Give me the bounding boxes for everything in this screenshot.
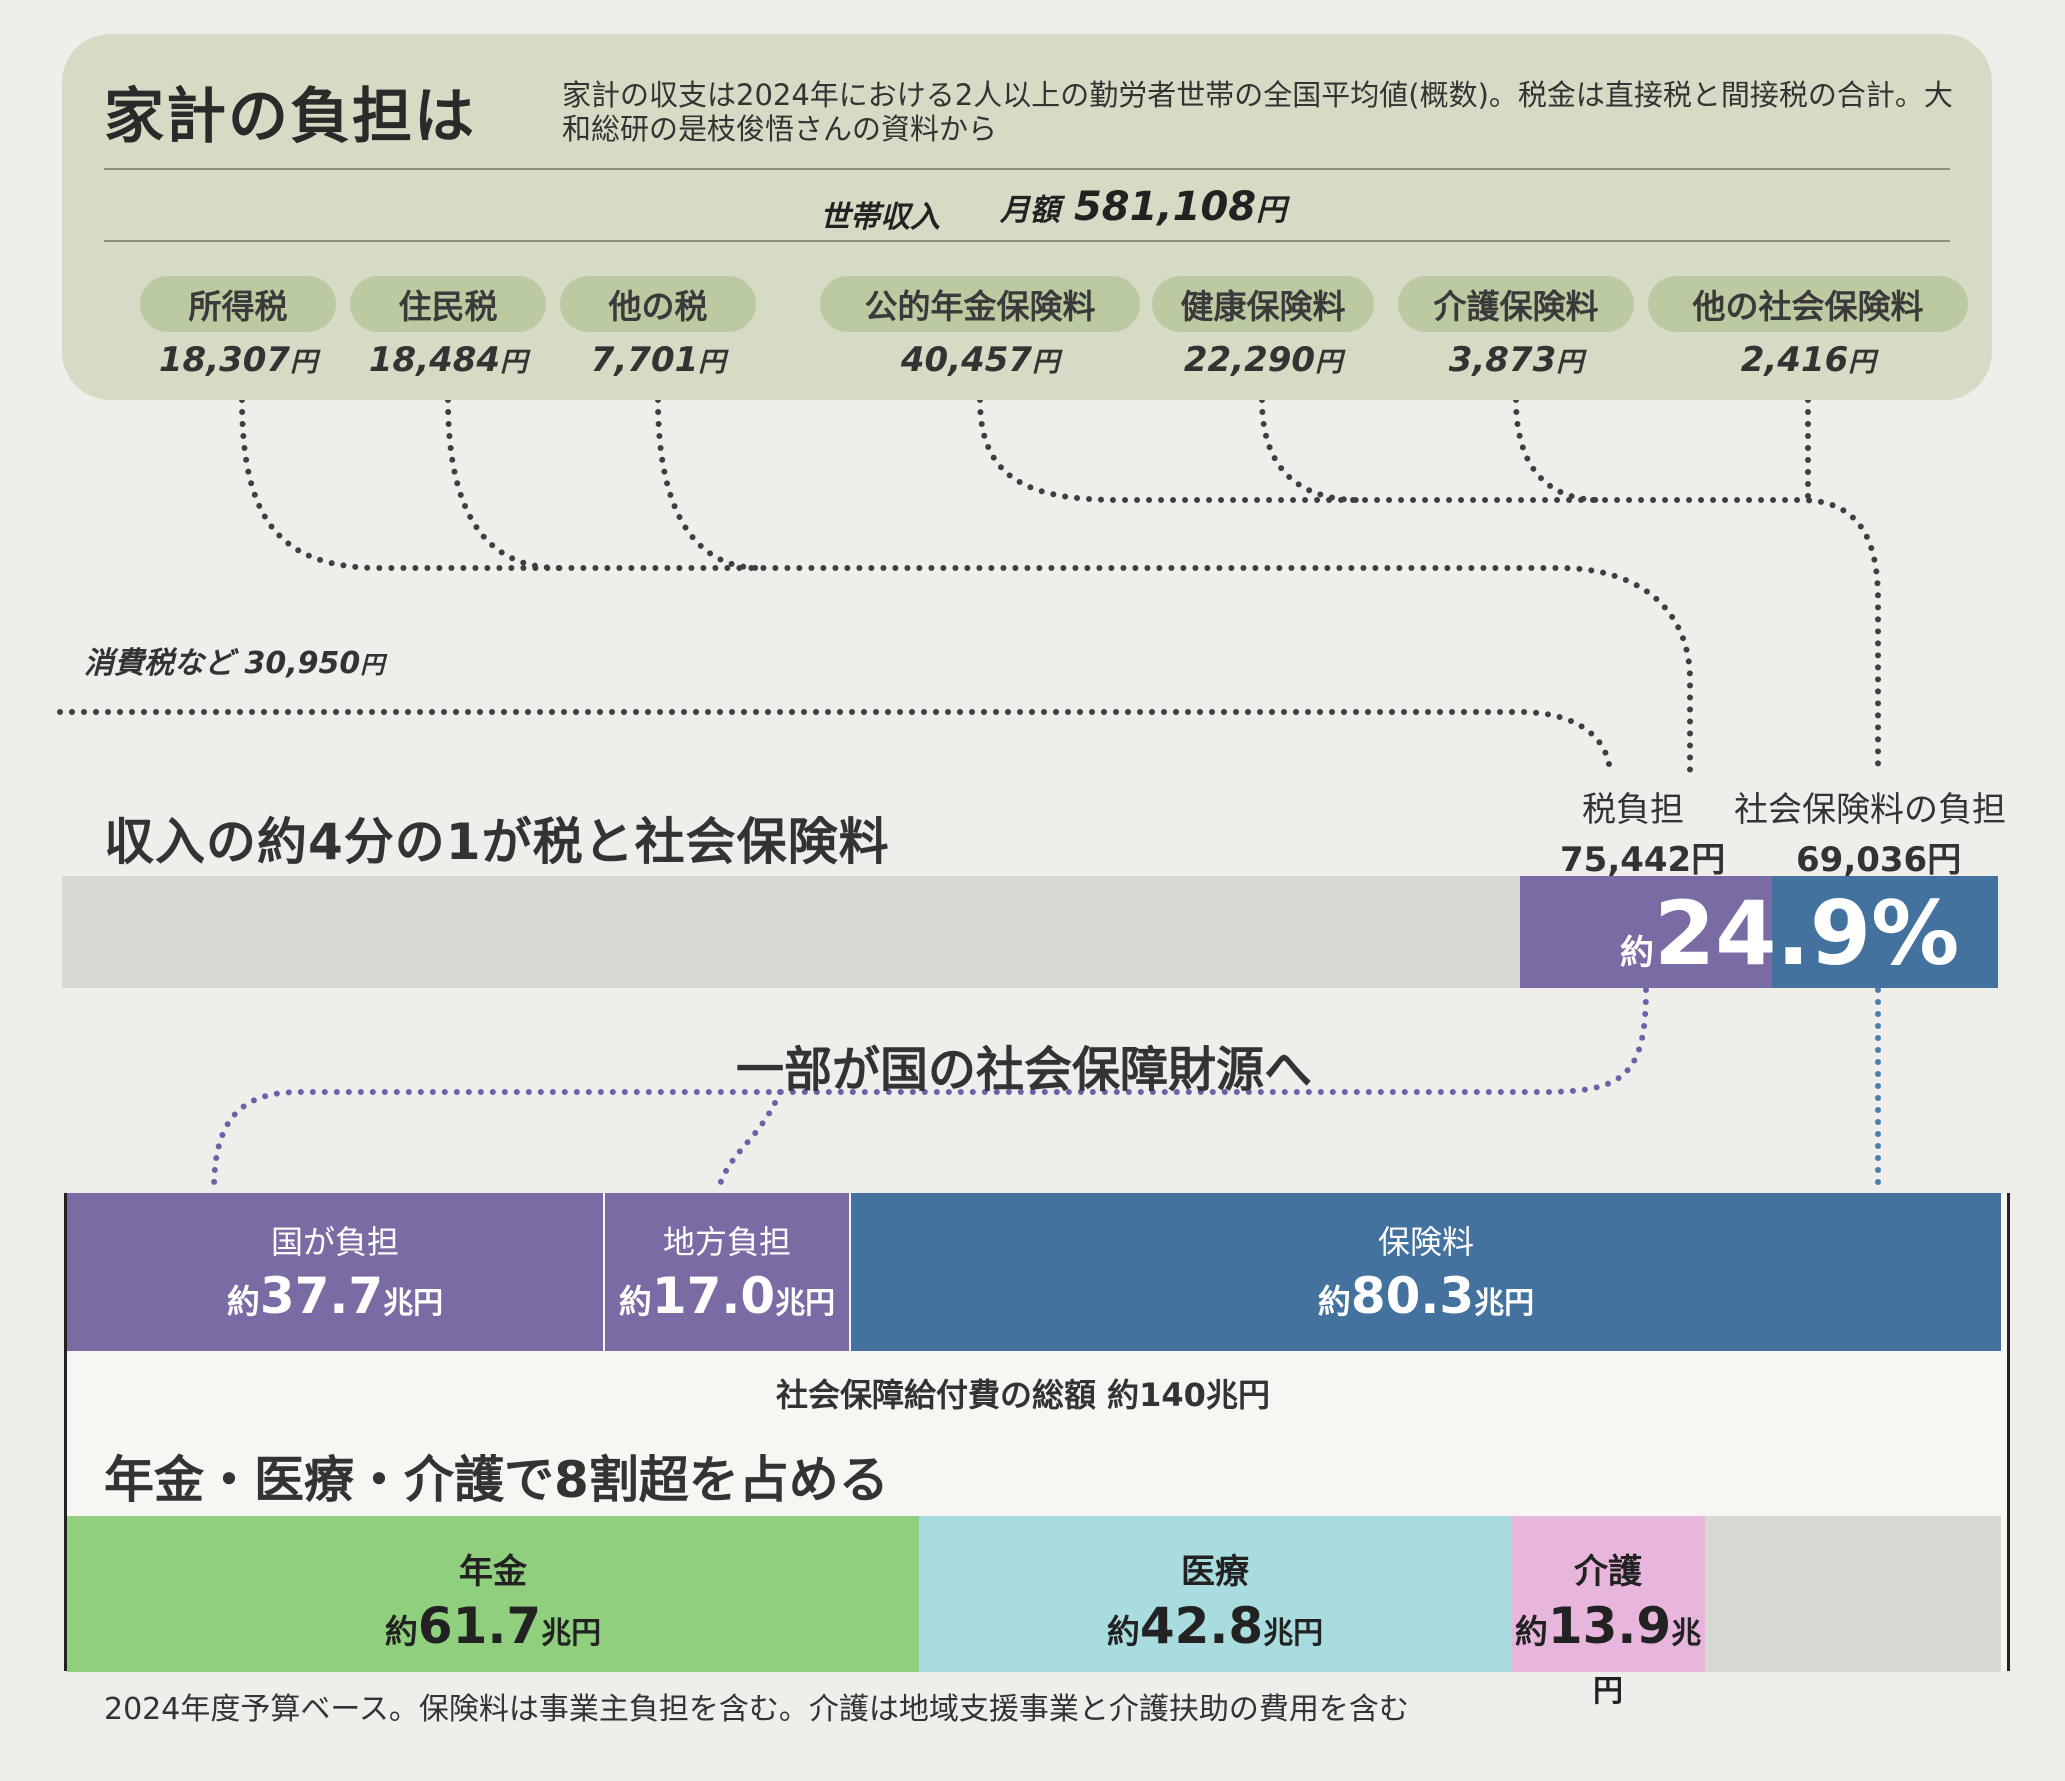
segment-value: 約42.8兆円 <box>919 1597 1511 1655</box>
amount-unit: 円 <box>1032 347 1060 378</box>
consumption-tax-label: 消費税など <box>84 646 234 681</box>
consumption-tax-value: 30,950 <box>244 646 361 681</box>
household-panel <box>62 34 1992 400</box>
segment-value: 約13.9兆円 <box>1511 1597 1705 1713</box>
insurance-burden-amount: 69,036円 <box>1796 840 1962 880</box>
segment-number: 61.7 <box>417 1597 542 1655</box>
segment-number: 42.8 <box>1139 1597 1264 1655</box>
segment-value: 約37.7兆円 <box>67 1267 603 1325</box>
segment-label: 医療 <box>1181 1552 1249 1592</box>
segment-premiums: 保険料 約80.3兆円 <box>851 1193 2001 1351</box>
amount-unit: 円 <box>1315 347 1343 378</box>
segment-label: 地方負担 <box>662 1223 791 1261</box>
income-value: 581,108 <box>1073 184 1257 230</box>
income-monthly-prefix: 月額 <box>1000 193 1060 228</box>
amount-unit: 円 <box>698 347 726 378</box>
segment-label: 国が負担 <box>270 1223 399 1261</box>
pill-other-tax: 他の税 <box>560 276 756 332</box>
page-title: 家計の負担は <box>104 82 476 152</box>
amount-value: 40,457 <box>900 340 1033 380</box>
pill-resident-tax: 住民税 <box>350 276 546 332</box>
amount-income-tax: 18,307円 <box>118 340 358 380</box>
income-unit: 円 <box>1256 193 1287 228</box>
flow-headline: 一部が国の社会保障財源へ <box>736 1042 1313 1098</box>
amount-unit: 円 <box>290 347 318 378</box>
segment-unit: 兆円 <box>383 1286 444 1321</box>
segment-prefix: 約 <box>1514 1612 1548 1651</box>
burden-ratio-prefix: 約 <box>1620 933 1654 973</box>
pill-other-insurance: 他の社会保険料 <box>1648 276 1968 332</box>
amount-value: 7,701 <box>590 340 699 380</box>
segment-number: 13.9 <box>1547 1597 1672 1655</box>
amount-other-insurance: 2,416円 <box>1688 340 1928 380</box>
segment-other <box>1705 1516 2001 1672</box>
segment-prefix: 約 <box>384 1612 418 1651</box>
segment-value: 約80.3兆円 <box>851 1267 2001 1325</box>
divider <box>104 240 1950 242</box>
segment-care: 介護 約13.9兆円 <box>1511 1516 1705 1709</box>
amount-value: 18,484 <box>368 340 501 380</box>
footnote: 2024年度予算ベース。保険料は事業主負担を含む。介護は地域支援事業と介護扶助の… <box>104 1692 1409 1727</box>
amount-unit: 円 <box>500 347 528 378</box>
segment-label: 年金 <box>459 1552 527 1592</box>
segment-prefix: 約 <box>1106 1612 1140 1651</box>
segment-local: 地方負担 約17.0兆円 <box>605 1193 849 1351</box>
segment-number: 17.0 <box>651 1267 776 1325</box>
segment-number: 80.3 <box>1350 1267 1475 1325</box>
benefit-total: 社会保障給付費の総額 約140兆円 <box>776 1376 1270 1414</box>
description: 家計の収支は2024年における2人以上の勤労者世帯の全国平均値(概数)。税金は直… <box>562 78 1953 146</box>
segment-national: 国が負担 約37.7兆円 <box>67 1193 605 1351</box>
income-amount: 月額 581,108円 <box>1000 184 1286 230</box>
segment-value: 約17.0兆円 <box>605 1267 849 1325</box>
burden-ratio: 約24.9% <box>1620 882 1959 985</box>
segment-number: 37.7 <box>259 1267 384 1325</box>
segment-unit: 兆円 <box>541 1616 602 1651</box>
segment-prefix: 約 <box>618 1282 652 1321</box>
benefits-headline: 年金・医療・介護で8割超を占める <box>104 1451 889 1509</box>
consumption-tax-unit: 円 <box>360 651 385 679</box>
tax-burden-label: 税負担 <box>1582 790 1684 830</box>
amount-value: 22,290 <box>1183 340 1316 380</box>
pill-income-tax: 所得税 <box>140 276 336 332</box>
amount-pension-insurance: 40,457円 <box>860 340 1100 380</box>
amount-care-insurance: 3,873円 <box>1396 340 1636 380</box>
segment-label: 保険料 <box>1377 1223 1474 1261</box>
amount-health-insurance: 22,290円 <box>1143 340 1383 380</box>
amount-value: 3,873 <box>1448 340 1557 380</box>
segment-prefix: 約 <box>1317 1282 1351 1321</box>
burden-headline: 収入の約4分の1が税と社会保険料 <box>104 813 890 871</box>
segment-unit: 兆円 <box>1593 1616 1702 1709</box>
amount-unit: 円 <box>1556 347 1584 378</box>
amount-unit: 円 <box>1848 347 1876 378</box>
burden-ratio-value: 24.9% <box>1654 882 1960 985</box>
amount-value: 18,307 <box>158 340 291 380</box>
pill-pension-insurance: 公的年金保険料 <box>820 276 1140 332</box>
segment-medical: 医療 約42.8兆円 <box>919 1516 1511 1672</box>
amount-value: 2,416 <box>1740 340 1849 380</box>
segment-pension: 年金 約61.7兆円 <box>67 1516 919 1672</box>
segment-label: 介護 <box>1574 1552 1642 1592</box>
amount-resident-tax: 18,484円 <box>328 340 568 380</box>
divider <box>104 168 1950 170</box>
insurance-burden-segment <box>1772 876 1998 988</box>
segment-unit: 兆円 <box>1474 1286 1535 1321</box>
pill-health-insurance: 健康保険料 <box>1152 276 1374 332</box>
segment-prefix: 約 <box>226 1282 260 1321</box>
amount-other-tax: 7,701円 <box>538 340 778 380</box>
segment-unit: 兆円 <box>775 1286 836 1321</box>
pill-care-insurance: 介護保険料 <box>1398 276 1634 332</box>
consumption-tax-note: 消費税など 30,950円 <box>84 638 384 682</box>
segment-value: 約61.7兆円 <box>67 1597 919 1655</box>
income-label: 世帯収入 <box>820 200 940 235</box>
segment-unit: 兆円 <box>1263 1616 1324 1651</box>
tax-burden-segment <box>1520 876 1772 988</box>
insurance-burden-label: 社会保険料の負担 <box>1734 790 2006 830</box>
tax-burden-amount: 75,442円 <box>1560 840 1726 880</box>
